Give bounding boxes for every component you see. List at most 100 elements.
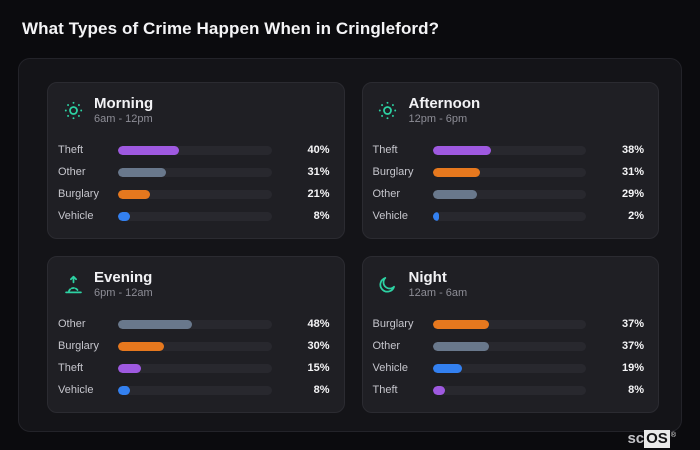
bar-fill bbox=[432, 385, 445, 395]
bar-fill bbox=[118, 211, 131, 221]
afternoon-sun-icon bbox=[377, 100, 399, 122]
brand-boxed-text: OS bbox=[644, 430, 670, 448]
bar-track bbox=[432, 167, 586, 177]
bar-fill bbox=[118, 189, 151, 199]
panel-title: Morning bbox=[94, 95, 154, 112]
crime-type-label: Burglary bbox=[58, 340, 99, 352]
bar-fill bbox=[118, 341, 165, 351]
percentage-label: 40% bbox=[307, 144, 330, 156]
crime-bar-row: Burglary 31% bbox=[373, 161, 645, 183]
bar-track bbox=[432, 341, 586, 351]
crime-bar-row: Burglary 30% bbox=[58, 335, 330, 357]
bar-fill bbox=[432, 341, 490, 351]
panel-header: Night 12am - 6am bbox=[377, 269, 645, 300]
crime-bar-row: Other 48% bbox=[58, 313, 330, 335]
crime-bar-row: Vehicle 2% bbox=[373, 205, 645, 227]
crime-type-label: Vehicle bbox=[372, 210, 408, 222]
percentage-label: 8% bbox=[313, 210, 330, 222]
bar-fill bbox=[432, 363, 462, 373]
bar-fill bbox=[118, 385, 131, 395]
crime-type-label: Theft bbox=[372, 144, 398, 156]
crime-type-label: Other bbox=[58, 166, 86, 178]
panel-evening: Evening 6pm - 12am Other 48% Burglary 30% Th… bbox=[47, 256, 345, 413]
bar-track bbox=[432, 145, 586, 155]
bar-fill bbox=[432, 189, 477, 199]
crime-type-label: Other bbox=[58, 318, 86, 330]
bar-fill bbox=[432, 319, 490, 329]
bar-track bbox=[118, 341, 272, 351]
percentage-label: 2% bbox=[628, 210, 644, 222]
percentage-label: 31% bbox=[621, 166, 644, 178]
panels-container: Morning 6am - 12pm Theft 40% Other 31% Burgl… bbox=[18, 58, 682, 432]
percentage-label: 21% bbox=[307, 188, 330, 200]
panel-time-range: 12pm - 6pm bbox=[408, 113, 468, 125]
panel-heading-text: Afternoon 12pm - 6pm bbox=[409, 95, 481, 126]
crime-bar-row: Theft 40% bbox=[58, 139, 330, 161]
crime-bar-row: Theft 8% bbox=[373, 379, 645, 401]
crime-bar-row: Theft 15% bbox=[58, 357, 330, 379]
bar-fill bbox=[432, 167, 481, 177]
percentage-label: 8% bbox=[628, 384, 644, 396]
percentage-label: 37% bbox=[621, 340, 644, 352]
crime-type-label: Vehicle bbox=[58, 210, 94, 222]
percentage-label: 37% bbox=[621, 318, 644, 330]
percentage-label: 19% bbox=[621, 362, 644, 374]
panel-night: Night 12am - 6am Burglary 37% Other 37% Vehi… bbox=[361, 256, 659, 413]
bar-track bbox=[432, 363, 586, 373]
crime-type-label: Burglary bbox=[372, 166, 414, 178]
panel-header: Evening 6pm - 12am bbox=[62, 269, 330, 300]
bar-fill bbox=[118, 363, 142, 373]
bar-rows: Other 48% Burglary 30% Theft 15% Vehicle 8% bbox=[58, 313, 330, 401]
bar-fill bbox=[118, 319, 192, 329]
percentage-label: 48% bbox=[307, 318, 330, 330]
bar-track bbox=[432, 211, 586, 221]
panel-heading-text: Night 12am - 6am bbox=[409, 269, 468, 300]
bar-track bbox=[118, 211, 272, 221]
bar-track bbox=[118, 319, 272, 329]
crime-type-label: Theft bbox=[58, 362, 84, 374]
percentage-label: 29% bbox=[621, 188, 644, 200]
crime-type-label: Burglary bbox=[372, 318, 414, 330]
percentage-label: 30% bbox=[307, 340, 330, 352]
crime-bar-row: Theft 38% bbox=[373, 139, 645, 161]
bar-track bbox=[432, 385, 586, 395]
panel-title: Afternoon bbox=[408, 95, 481, 112]
crime-type-label: Theft bbox=[58, 144, 84, 156]
bar-rows: Theft 40% Other 31% Burglary 21% Vehicle 8% bbox=[58, 139, 330, 227]
crime-bar-row: Burglary 37% bbox=[373, 313, 645, 335]
percentage-label: 38% bbox=[621, 144, 644, 156]
bar-track bbox=[118, 145, 272, 155]
percentage-label: 31% bbox=[307, 166, 330, 178]
crime-bar-row: Vehicle 8% bbox=[58, 205, 330, 227]
bar-track bbox=[432, 189, 586, 199]
panel-heading-text: Evening 6pm - 12am bbox=[94, 269, 153, 300]
crime-bar-row: Vehicle 8% bbox=[58, 379, 330, 401]
percentage-label: 15% bbox=[307, 362, 330, 374]
bar-fill bbox=[432, 145, 491, 155]
panel-morning: Morning 6am - 12pm Theft 40% Other 31% Burgl… bbox=[47, 82, 345, 239]
panel-title: Night bbox=[408, 269, 447, 286]
crime-type-label: Other bbox=[372, 188, 401, 200]
panel-time-range: 6am - 12pm bbox=[94, 113, 153, 125]
panel-header: Afternoon 12pm - 6pm bbox=[377, 95, 645, 126]
crime-bar-row: Other 37% bbox=[373, 335, 645, 357]
bar-track bbox=[118, 385, 272, 395]
bar-rows: Theft 38% Burglary 31% Other 29% Vehicle 2% bbox=[373, 139, 645, 227]
panel-afternoon: Afternoon 12pm - 6pm Theft 38% Burglary 31%… bbox=[361, 82, 659, 239]
crime-bar-row: Other 31% bbox=[58, 161, 330, 183]
bar-rows: Burglary 37% Other 37% Vehicle 19% Theft 8% bbox=[373, 313, 645, 401]
morning-sun-icon bbox=[62, 100, 84, 122]
crime-type-label: Burglary bbox=[58, 188, 99, 200]
sunrise-arrow-icon bbox=[62, 274, 84, 296]
crime-bar-row: Vehicle 19% bbox=[373, 357, 645, 379]
panel-time-range: 6pm - 12am bbox=[94, 287, 153, 299]
bar-fill bbox=[118, 167, 166, 177]
brand-logo: sc OS ® bbox=[627, 430, 676, 448]
bar-track bbox=[118, 189, 272, 199]
bar-fill bbox=[118, 145, 180, 155]
registered-trademark-symbol: ® bbox=[670, 432, 676, 439]
crime-type-label: Vehicle bbox=[372, 362, 408, 374]
crime-type-label: Other bbox=[372, 340, 401, 352]
page-title: What Types of Crime Happen When in Cring… bbox=[22, 19, 440, 38]
panel-heading-text: Morning 6am - 12pm bbox=[94, 95, 153, 126]
